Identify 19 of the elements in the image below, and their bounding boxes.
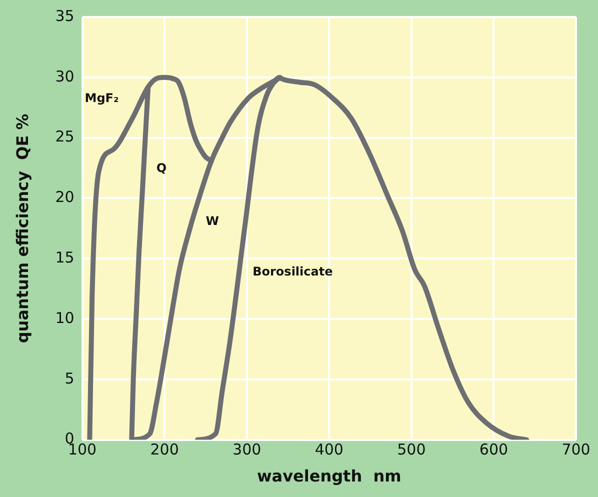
x-tick-label: 200 <box>150 440 179 459</box>
y-tick-label: 35 <box>55 6 74 25</box>
y-tick-label: 20 <box>55 188 74 206</box>
y-tick-label: 25 <box>55 128 74 146</box>
x-tick-label: 500 <box>397 440 426 459</box>
x-tick-label: 300 <box>232 440 262 459</box>
y-tick-label: 30 <box>55 67 74 86</box>
series-label: W <box>206 214 219 228</box>
x-tick-label: 600 <box>479 440 508 459</box>
y-axis-title: quantum efficiency QE % <box>12 114 32 344</box>
y-tick-label: 10 <box>55 308 74 327</box>
x-axis-title: wavelength nm <box>257 466 402 486</box>
x-tick-label: 700 <box>562 440 590 459</box>
y-tick-label: 5 <box>64 369 74 388</box>
series-label: Q <box>156 160 167 175</box>
x-tick-label: 400 <box>314 440 344 459</box>
series-label: MgF₂ <box>84 91 119 106</box>
series-label: Borosilicate <box>252 264 333 279</box>
y-tick-label: 15 <box>55 248 74 266</box>
